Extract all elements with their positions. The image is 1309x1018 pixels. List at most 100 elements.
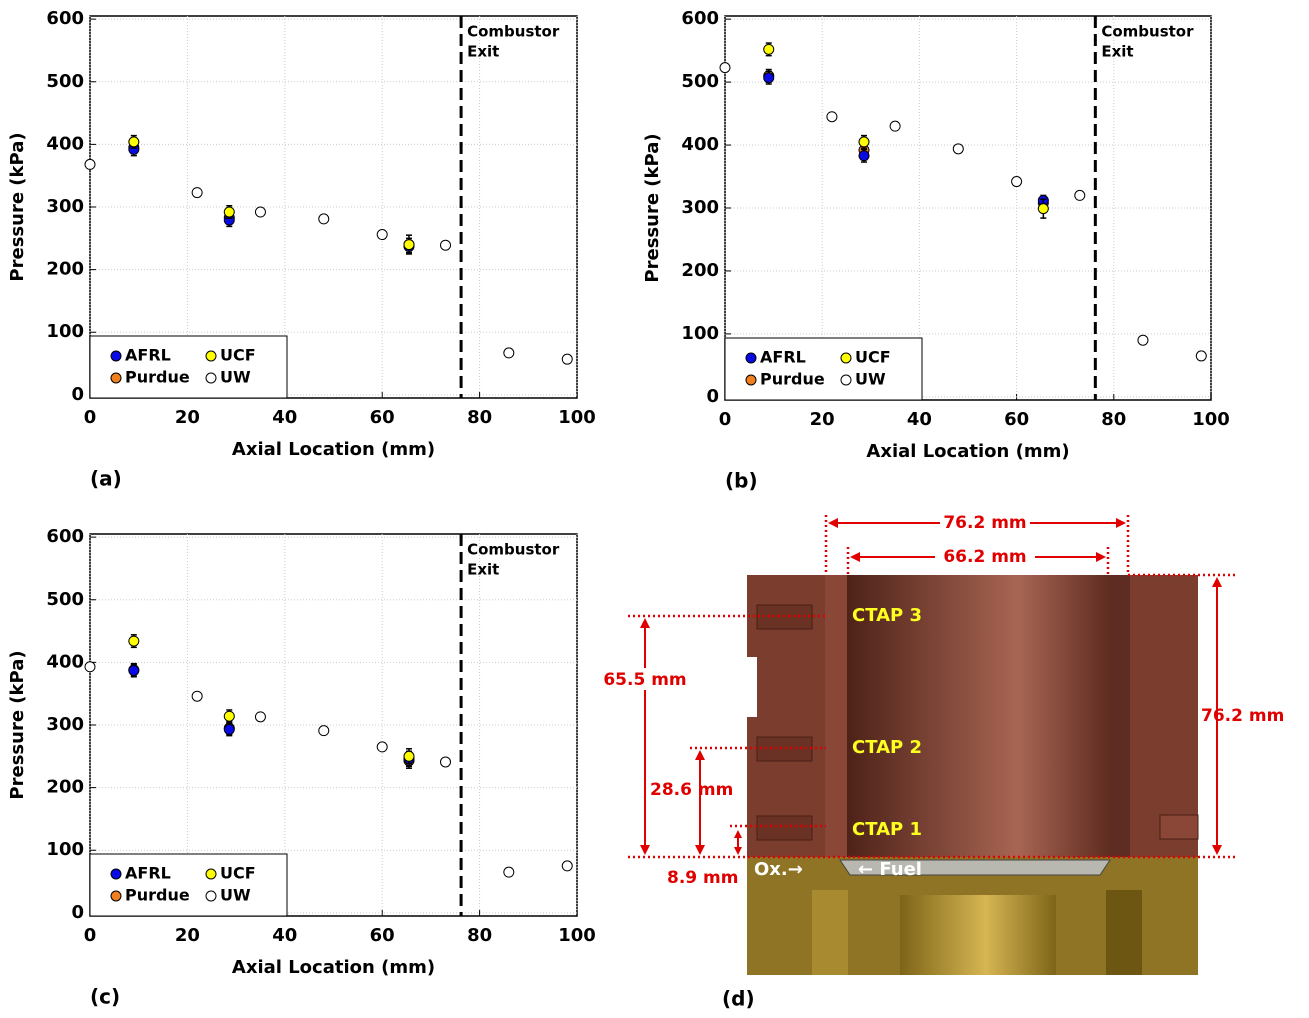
- point: [192, 188, 202, 198]
- point: [404, 240, 414, 250]
- x-tick-label: 60: [1004, 409, 1029, 430]
- point: [85, 662, 95, 672]
- legend-label: Purdue: [125, 368, 190, 387]
- y-tick-label: 600: [46, 526, 84, 547]
- y-tick-label: 100: [681, 323, 719, 344]
- tap-label: CTAP 3: [852, 605, 922, 626]
- y-tick-label: 100: [46, 839, 84, 860]
- y-tick-label: 300: [46, 714, 84, 735]
- point: [377, 230, 387, 240]
- point: [224, 711, 234, 721]
- y-tick-label: 500: [46, 71, 84, 92]
- y-axis-label: Pressure (kPa): [7, 650, 28, 799]
- liner: [825, 575, 847, 857]
- legend-label: Purdue: [125, 886, 190, 905]
- dimension-label: 66.2 mm: [943, 547, 1026, 567]
- point: [720, 63, 730, 73]
- point: [319, 726, 329, 736]
- dimension-label: 65.5 mm: [603, 670, 686, 690]
- point: [764, 73, 774, 83]
- legend-label: UW: [220, 886, 251, 905]
- point: [890, 121, 900, 131]
- point: [255, 712, 265, 722]
- y-tick-label: 400: [46, 651, 84, 672]
- legend-marker: [206, 891, 216, 901]
- legend-marker: [206, 373, 216, 383]
- point: [224, 207, 234, 217]
- x-tick-label: 80: [467, 407, 492, 428]
- legend-marker: [206, 351, 216, 361]
- y-axis-label: Pressure (kPa): [7, 132, 28, 281]
- point: [764, 44, 774, 54]
- point: [827, 112, 837, 122]
- annotation: Exit: [1101, 43, 1133, 61]
- legend: AFRLPurdueUCFUW: [725, 338, 922, 400]
- injector-core: [900, 895, 1056, 975]
- x-axis-label: Axial Location (mm): [866, 441, 1069, 462]
- x-tick-label: 20: [175, 407, 200, 428]
- y-tick-label: 500: [46, 589, 84, 610]
- y-tick-label: 500: [681, 71, 719, 92]
- figure: 76.2 mm 66.2 mm 65.5 mm 28.6 mm 8.9 mm 7…: [0, 0, 1309, 1014]
- legend-marker: [746, 375, 756, 385]
- panel-label: (c): [90, 985, 120, 1009]
- point: [129, 666, 139, 676]
- flow-label: Ox.→: [754, 859, 803, 880]
- point: [1138, 335, 1148, 345]
- point: [404, 751, 414, 761]
- legend-label: AFRL: [125, 346, 171, 365]
- legend-marker: [111, 869, 121, 879]
- point: [319, 214, 329, 224]
- y-tick-label: 200: [46, 259, 84, 280]
- x-axis-label: Axial Location (mm): [232, 439, 435, 460]
- y-tick-label: 300: [46, 196, 84, 217]
- x-tick-label: 20: [175, 925, 200, 946]
- legend-marker: [111, 373, 121, 383]
- x-tick-label: 100: [558, 407, 596, 428]
- point: [504, 867, 514, 877]
- point: [129, 137, 139, 147]
- point: [377, 742, 387, 752]
- panel-label: (d): [722, 987, 755, 1011]
- x-tick-label: 0: [84, 407, 97, 428]
- point: [859, 151, 869, 161]
- y-tick-label: 600: [46, 8, 84, 29]
- y-tick-label: 300: [681, 197, 719, 218]
- x-tick-label: 40: [907, 409, 932, 430]
- notch: [747, 657, 757, 717]
- y-tick-label: 0: [71, 384, 84, 405]
- legend-label: AFRL: [125, 864, 171, 883]
- y-tick-label: 400: [681, 134, 719, 155]
- annotation: Exit: [467, 561, 499, 579]
- x-tick-label: 40: [272, 407, 297, 428]
- x-tick-label: 100: [1192, 409, 1230, 430]
- liner: [1110, 575, 1130, 857]
- y-tick-label: 0: [706, 386, 719, 407]
- annotation: Combustor: [467, 23, 560, 41]
- annotation: Combustor: [1101, 23, 1194, 41]
- point: [1196, 351, 1206, 361]
- legend-marker: [206, 869, 216, 879]
- y-axis-label: Pressure (kPa): [642, 133, 663, 282]
- legend-marker: [746, 353, 756, 363]
- annotation: Combustor: [467, 541, 560, 559]
- point: [441, 240, 451, 250]
- injector-wall: [1106, 890, 1142, 975]
- y-tick-label: 400: [46, 133, 84, 154]
- y-tick-label: 200: [46, 777, 84, 798]
- point: [1012, 177, 1022, 187]
- annotation: Exit: [467, 43, 499, 61]
- port: [757, 816, 812, 840]
- point: [224, 724, 234, 734]
- point: [562, 861, 572, 871]
- dimension-label: 76.2 mm: [1201, 706, 1284, 726]
- x-tick-label: 60: [370, 407, 395, 428]
- x-axis-label: Axial Location (mm): [232, 957, 435, 978]
- x-tick-label: 100: [558, 925, 596, 946]
- point: [85, 159, 95, 169]
- legend-label: UCF: [220, 864, 256, 883]
- flow-label: ← Fuel: [858, 859, 922, 880]
